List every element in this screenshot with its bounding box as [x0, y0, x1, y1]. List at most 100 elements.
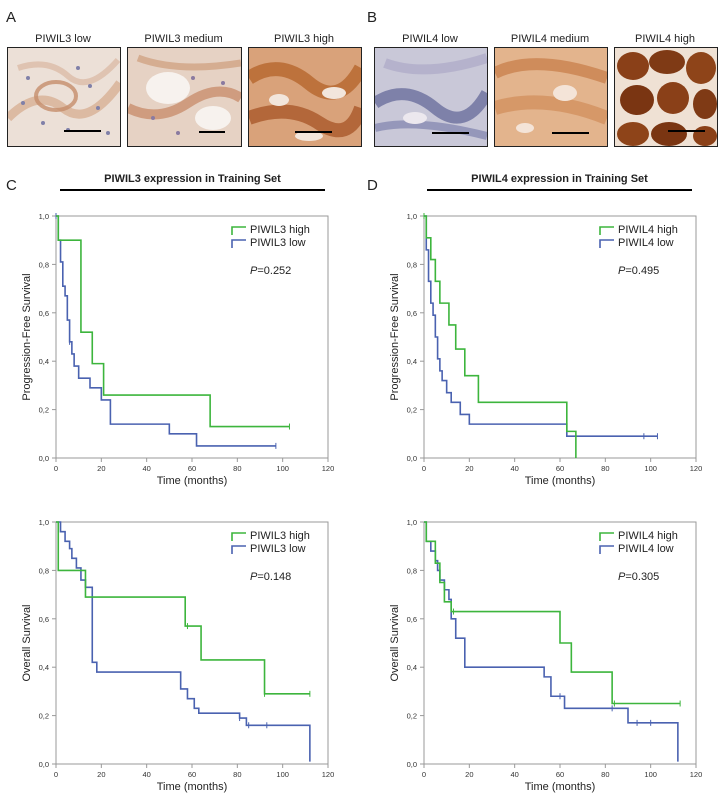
- p-value-letter: P: [618, 265, 626, 277]
- y-tick-label: 0,4: [407, 357, 417, 366]
- x-tick-label: 100: [276, 464, 289, 473]
- y-tick-label: 0,0: [407, 760, 417, 769]
- y-axis-label: Progression-Free Survival: [389, 273, 401, 400]
- x-tick-label: 0: [422, 770, 426, 779]
- km-curve-high: [56, 521, 310, 695]
- p-value: P=0.495: [618, 265, 659, 277]
- micro-label-piwil4-high: PIWIL4 high: [635, 33, 695, 45]
- micro-label-piwil3-low: PIWIL3 low: [35, 33, 91, 45]
- km-plot-d-pfs: 0,0 0,2 0,4 0,6 0,8 1,0 0 20 40 60 80 100 120 Time (m…: [389, 212, 703, 487]
- y-tick-label: 0,0: [39, 454, 49, 463]
- legend-swatch: [599, 545, 614, 554]
- km-plot-d-os: 0,0 0,2 0,4 0,6 0,8 1,0 0 20 40 60 80 100 120 Time (m…: [389, 518, 702, 793]
- y-tick-label: 0,2: [39, 712, 49, 721]
- micrograph-piwil4-low: [374, 47, 488, 147]
- panel-letter-d: D: [367, 177, 378, 194]
- panel-letter-c: C: [6, 177, 17, 194]
- panel-letter-b: B: [367, 9, 378, 26]
- x-tick-label: 120: [690, 464, 703, 473]
- y-tick-label: 0,2: [39, 406, 49, 415]
- x-tick-label: 100: [276, 770, 289, 779]
- micro-label-piwil3-medium: PIWIL3 medium: [144, 33, 223, 45]
- x-axis-label: Time (months): [157, 475, 228, 487]
- y-tick-label: 1,0: [39, 518, 49, 527]
- km-curve-low: [424, 521, 679, 762]
- x-axis-label: Time (months): [525, 475, 596, 487]
- y-tick-label: 0,6: [407, 615, 417, 624]
- legend-high: PIWIL4 high: [618, 224, 678, 236]
- legend-high: PIWIL4 high: [618, 530, 678, 542]
- y-tick-label: 1,0: [39, 212, 49, 221]
- title-rule-piwil4: [427, 189, 692, 191]
- micrograph-piwil3-medium: [127, 47, 242, 147]
- legend-swatch: [231, 532, 246, 541]
- km-curve-low: [56, 521, 311, 762]
- y-tick-label: 0,8: [407, 260, 417, 269]
- p-value: P=0.148: [250, 571, 291, 583]
- plot-frame: [423, 215, 697, 459]
- x-tick-label: 0: [422, 464, 426, 473]
- x-tick-label: 40: [142, 464, 150, 473]
- x-tick-label: 40: [510, 770, 518, 779]
- y-tick-label: 0,4: [39, 663, 49, 672]
- y-tick-label: 0,6: [407, 309, 417, 318]
- x-tick-label: 40: [510, 464, 518, 473]
- legend-low: PIWIL3 low: [250, 543, 306, 555]
- x-tick-label: 80: [601, 770, 609, 779]
- y-tick-label: 1,0: [407, 518, 417, 527]
- km-plot-c-pfs: 0,0 0,2 0,4 0,6 0,8 1,0 0 20 40 60 80 100 120 Time (m…: [21, 212, 335, 487]
- y-tick-label: 0,6: [39, 309, 49, 318]
- y-tick-label: 0,0: [407, 454, 417, 463]
- y-axis-label: Overall Survival: [389, 604, 401, 681]
- legend-high: PIWIL3 high: [250, 224, 310, 236]
- legend-swatch: [599, 226, 614, 235]
- p-value: P=0.305: [618, 571, 659, 583]
- micro-label-piwil4-medium: PIWIL4 medium: [510, 33, 590, 45]
- x-tick-label: 100: [644, 770, 657, 779]
- legend-swatch: [231, 226, 246, 235]
- plot-frame: [55, 521, 329, 765]
- micrograph-piwil4-high: [614, 47, 718, 147]
- micrograph-piwil3-low: [7, 47, 121, 147]
- x-tick-label: 20: [97, 464, 105, 473]
- legend-swatch: [599, 239, 614, 248]
- km-curve-high: [424, 521, 681, 705]
- x-tick-label: 20: [97, 770, 105, 779]
- chart-title-piwil3: PIWIL3 expression in Training Set: [104, 173, 281, 185]
- y-tick-label: 0,0: [39, 760, 49, 769]
- x-tick-label: 60: [188, 770, 196, 779]
- y-tick-label: 0,2: [407, 406, 417, 415]
- y-tick-label: 0,4: [407, 663, 417, 672]
- x-tick-label: 120: [322, 770, 335, 779]
- legend-swatch: [231, 239, 246, 248]
- micrograph-piwil4-medium: [494, 47, 608, 147]
- p-value-letter: P: [618, 571, 626, 583]
- p-value-number: =0.148: [257, 571, 291, 583]
- y-axis-label: Overall Survival: [21, 604, 33, 681]
- km-curve-high: [56, 215, 290, 428]
- x-tick-label: 60: [556, 464, 564, 473]
- micro-label-piwil3-high: PIWIL3 high: [274, 33, 334, 45]
- x-tick-label: 120: [322, 464, 335, 473]
- x-tick-label: 100: [644, 464, 657, 473]
- y-axis-label: Progression-Free Survival: [21, 273, 33, 400]
- p-value-number: =0.305: [625, 571, 659, 583]
- x-tick-label: 80: [233, 464, 241, 473]
- y-tick-label: 0,8: [407, 566, 417, 575]
- x-tick-label: 40: [142, 770, 150, 779]
- panel-letter-a: A: [6, 9, 17, 26]
- p-value-number: =0.252: [257, 265, 291, 277]
- y-tick-label: 1,0: [407, 212, 417, 221]
- chart-title-piwil4: PIWIL4 expression in Training Set: [471, 173, 648, 185]
- legend-high: PIWIL3 high: [250, 530, 310, 542]
- legend-swatch: [231, 545, 246, 554]
- x-tick-label: 20: [465, 464, 473, 473]
- x-axis-label: Time (months): [525, 781, 596, 793]
- y-tick-label: 0,6: [39, 615, 49, 624]
- km-curve-low: [424, 215, 658, 438]
- micrograph-piwil3-high: [248, 47, 362, 147]
- legend-low: PIWIL4 low: [618, 237, 674, 249]
- x-tick-label: 20: [465, 770, 473, 779]
- p-value-number: =0.495: [625, 265, 659, 277]
- micro-label-piwil4-low: PIWIL4 low: [402, 33, 458, 45]
